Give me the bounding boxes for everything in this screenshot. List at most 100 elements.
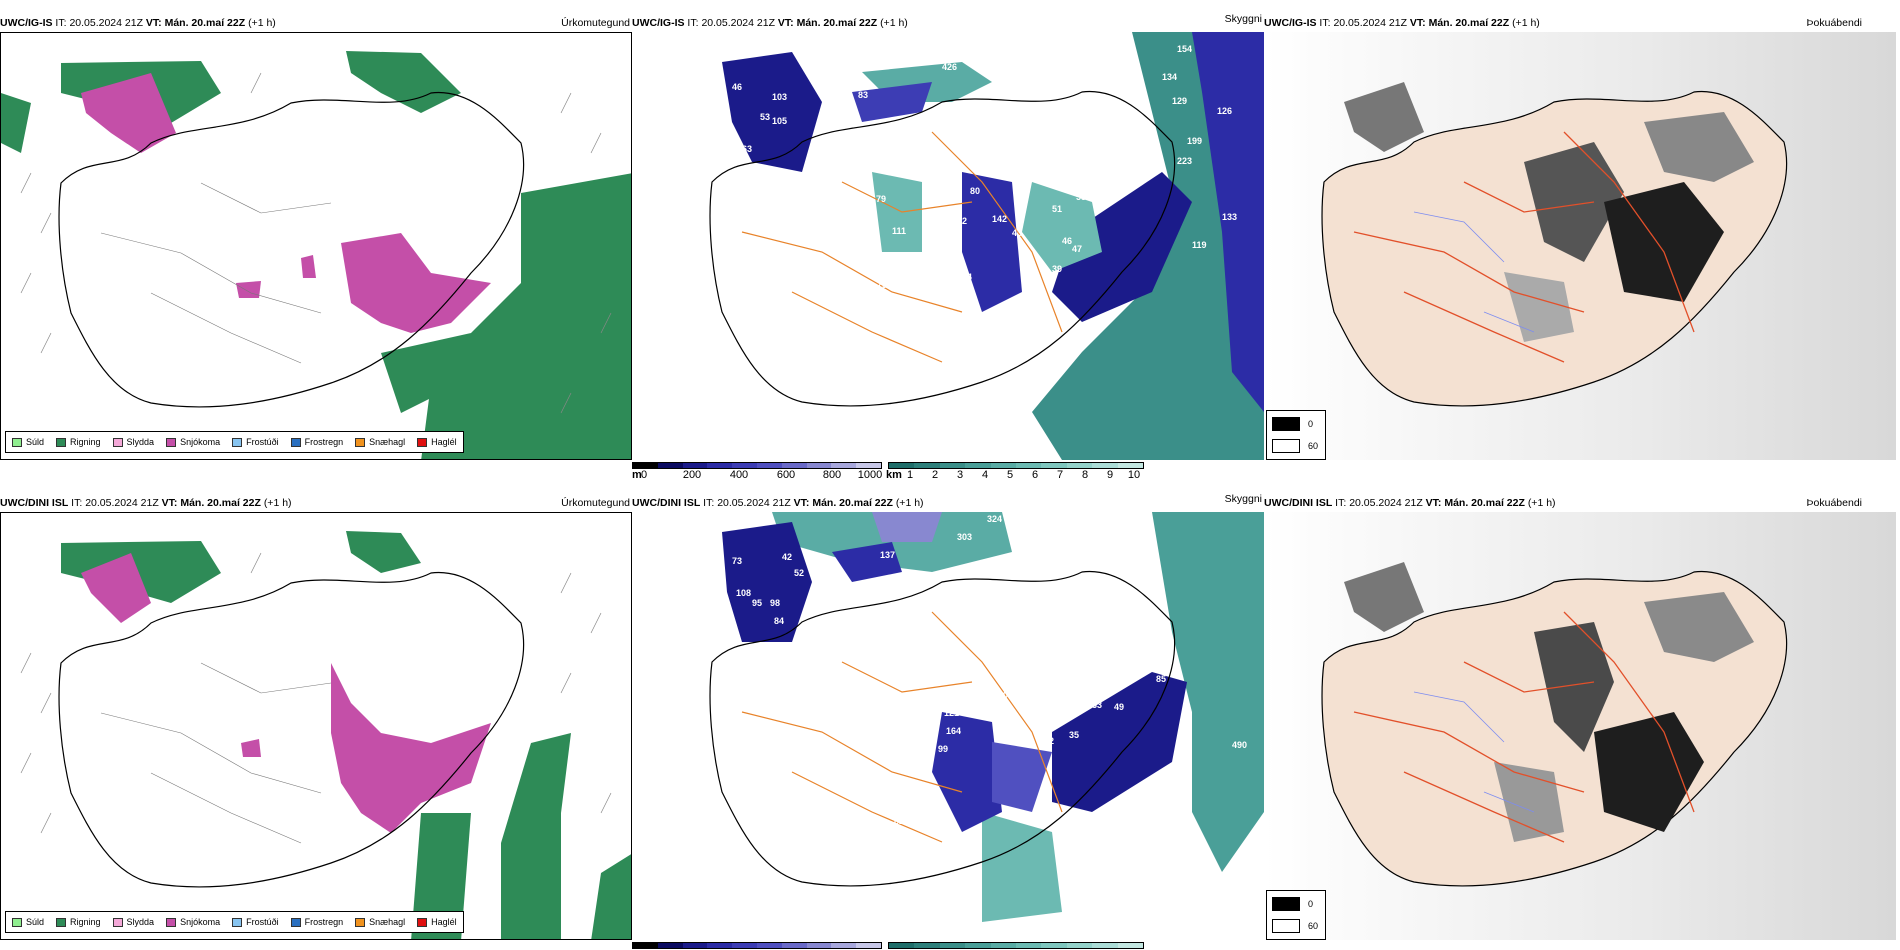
tick-label: 3 xyxy=(956,469,964,481)
lead-time: (+1 h) xyxy=(263,497,292,509)
legend-item: Snjókoma xyxy=(166,917,220,927)
cloud-base-label: 119 xyxy=(1192,240,1207,250)
cloud-base-label: 133 xyxy=(1222,212,1237,222)
tick-label: 9 xyxy=(1106,469,1114,481)
cloud-base-label: 25 xyxy=(762,814,772,824)
cloud-base-label: 81 xyxy=(884,152,894,162)
cloud-base-label: 431 xyxy=(974,59,989,69)
cloud-base-label: 83 xyxy=(858,90,868,100)
model-name: UWC/IG-IS xyxy=(632,17,685,29)
cloud-base-label: 105 xyxy=(964,682,979,692)
legend-item: Frostregn xyxy=(290,917,343,927)
visibility-bar xyxy=(888,942,1144,949)
cloud-base-label: 42 xyxy=(872,324,882,334)
cloud-base-label: 59 xyxy=(968,661,978,671)
cloud-base-label: 103 xyxy=(772,92,787,102)
legend-swatch xyxy=(232,917,243,927)
tick-label: 600 xyxy=(776,469,796,481)
tick-label: 6 xyxy=(1031,469,1039,481)
vt-label: VT: xyxy=(777,17,794,29)
precip-map-graphic xyxy=(1,513,631,939)
cloud-base-label: 15 xyxy=(876,790,886,800)
legend-label: Rigning xyxy=(70,917,101,927)
cloud-base-label: 98 xyxy=(770,598,780,608)
lead-time: (+1 h) xyxy=(880,17,908,29)
legend-swatch xyxy=(1272,439,1300,453)
cloud-base-label: 426 xyxy=(942,62,957,72)
cloud-base-label: 105 xyxy=(772,116,787,126)
cloud-base-label: 108 xyxy=(736,588,751,598)
legend-label: Snjókoma xyxy=(180,917,221,927)
panel-title: Skyggni xyxy=(1224,493,1262,505)
cloud-base-label: 199 xyxy=(1187,136,1202,146)
legend-label: Frostúði xyxy=(246,917,279,927)
legend-swatch xyxy=(112,437,123,447)
lead-time: (+1 h) xyxy=(1512,17,1540,29)
tick-label: 800 xyxy=(822,469,842,481)
tick-label: 1 xyxy=(906,469,914,481)
cloud-base-label: 45 xyxy=(1156,656,1166,666)
model-name: UWC/IG-IS xyxy=(0,17,53,29)
cloud-base-label: 252 xyxy=(952,216,967,226)
visibility-bar xyxy=(888,462,1144,469)
legend-label: Frostúði xyxy=(246,437,279,447)
cloud-base-label: 85 xyxy=(1156,674,1166,684)
cloud-map: 154 134 129 126 199 223 133 119 46 53 103 105 63 83 42… xyxy=(632,32,1264,460)
tick-label: 2 xyxy=(931,469,939,481)
model-name: UWC/IG-IS xyxy=(1264,17,1317,29)
legend-item: Haglél xyxy=(417,917,457,927)
tick-label: 0 xyxy=(640,469,648,481)
legend-item: Rigning xyxy=(56,437,101,447)
legend-label: 60 xyxy=(1308,441,1319,451)
legend-item: Súld xyxy=(12,917,44,927)
model-name: UWC/DINI ISL xyxy=(1264,497,1333,509)
cloud-base-label: 263 xyxy=(942,194,957,204)
cloud-base-label: 111 xyxy=(892,226,906,236)
cloud-map-graphic: 1541341291261992231331194653103105638342… xyxy=(632,32,1264,460)
fog-legend-item: 0 xyxy=(1272,897,1313,911)
cloud-base-label: 47 xyxy=(1072,244,1082,254)
legend-swatch xyxy=(56,437,67,447)
cloud-base-label: 39 xyxy=(1052,264,1062,274)
legend-item: Slydda xyxy=(112,917,154,927)
cloud-base-label: 64 xyxy=(962,272,972,282)
precip-map: Súld Rigning Slydda Snjókoma Frostúði Fr… xyxy=(0,512,632,940)
it-value: 20.05.2024 21Z xyxy=(85,497,159,509)
vt-value: Mán. 20.maí 22Z xyxy=(1444,497,1525,509)
legend-swatch xyxy=(232,437,243,447)
legend-label: Súld xyxy=(26,917,45,927)
cloud-base-label: 129 xyxy=(876,826,891,836)
cloud-map: 324 303 505 137 42 52 73 108 95 98 84 77 171 59 105 111… xyxy=(632,512,1264,940)
cloud-base-label: 96 xyxy=(872,702,882,712)
panel-title: Úrkomutegund xyxy=(561,497,630,509)
cloud-base-label: 142 xyxy=(992,214,1007,224)
cloud-base-label: 82 xyxy=(850,728,860,738)
cloud-base-label: 89 xyxy=(778,232,788,242)
legend-label: 0 xyxy=(1308,419,1314,429)
cloud-base-label: 46 xyxy=(732,82,742,92)
panel-header: UWC/IG-IS IT: 20.05.2024 21Z VT: Mán. 20… xyxy=(632,13,1264,32)
legend-label: Haglél xyxy=(431,437,457,447)
cloud-base-label: 490 xyxy=(1232,740,1247,750)
cloud-scales: m 0 200 400 600 800 1000 km 1 2 3 4 5 6 … xyxy=(632,462,1264,481)
cloud-base-label: 171 xyxy=(932,636,947,646)
tick-label: 10 xyxy=(1127,469,1141,481)
cloud-base-label: 303 xyxy=(957,532,972,542)
legend-item: Frostregn xyxy=(290,437,343,447)
cloud-base-label: 53 xyxy=(1076,192,1086,202)
cloud-base-label: 43 xyxy=(1012,228,1022,238)
model-name: UWC/DINI ISL xyxy=(0,497,69,509)
tick-label: 1000 xyxy=(857,469,883,481)
legend-swatch xyxy=(355,437,366,447)
vt-value: Mán. 20.maí 22Z xyxy=(164,17,246,29)
cloud-base-label: 47 xyxy=(1020,731,1030,741)
cloud-base-label: 70 xyxy=(872,352,882,362)
fog-legend-item: 60 xyxy=(1272,439,1318,453)
precip-legend: Súld Rigning Slydda Snjókoma Frostúði Fr… xyxy=(5,911,464,933)
tick-label: 200 xyxy=(682,469,702,481)
legend-label: Snjókoma xyxy=(180,437,221,447)
cloud-base-label: 63 xyxy=(742,144,752,154)
legend-swatch xyxy=(417,917,428,927)
cloud-base-label: 99 xyxy=(938,744,948,754)
